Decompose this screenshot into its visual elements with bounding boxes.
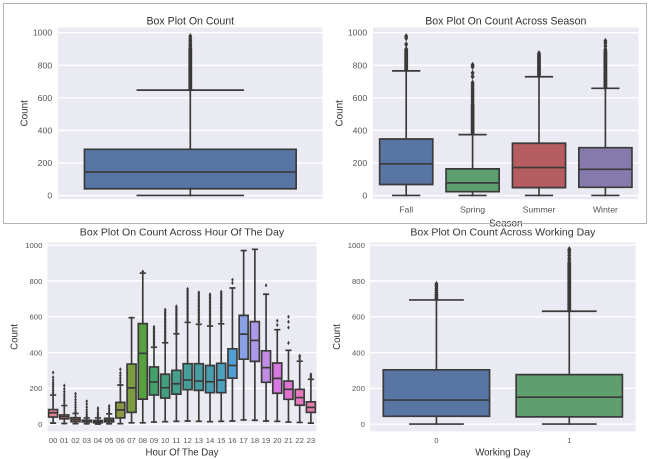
svg-text:400: 400	[352, 348, 365, 357]
svg-text:600: 600	[38, 93, 53, 103]
svg-text:00: 00	[49, 436, 58, 445]
svg-text:0: 0	[38, 420, 42, 429]
svg-text:01: 01	[60, 436, 69, 445]
svg-text:400: 400	[30, 348, 43, 357]
svg-text:Count: Count	[20, 100, 31, 127]
svg-text:10: 10	[161, 436, 170, 445]
svg-text:12: 12	[183, 436, 192, 445]
svg-text:20: 20	[273, 436, 282, 445]
svg-text:Winter: Winter	[593, 205, 618, 215]
svg-text:0: 0	[434, 436, 438, 445]
svg-text:200: 200	[38, 158, 53, 168]
svg-text:04: 04	[94, 436, 103, 445]
svg-text:600: 600	[30, 313, 43, 322]
svg-text:Working Day: Working Day	[475, 447, 530, 458]
svg-text:13: 13	[195, 436, 204, 445]
svg-text:Box Plot On Count Across Seaso: Box Plot On Count Across Season	[425, 16, 586, 28]
svg-text:06: 06	[116, 436, 125, 445]
svg-text:Box Plot On Count Across Worki: Box Plot On Count Across Working Day	[410, 227, 596, 239]
svg-text:400: 400	[353, 126, 368, 136]
svg-text:Box Plot On Count Across Hour: Box Plot On Count Across Hour Of The Day	[80, 227, 285, 239]
svg-text:11: 11	[172, 436, 180, 445]
svg-text:Hour Of The Day: Hour Of The Day	[145, 447, 218, 458]
svg-text:Season: Season	[489, 219, 522, 230]
svg-text:200: 200	[30, 384, 43, 393]
svg-text:16: 16	[228, 436, 237, 445]
svg-text:1000: 1000	[348, 28, 367, 38]
svg-text:200: 200	[353, 158, 368, 168]
svg-text:07: 07	[127, 436, 136, 445]
svg-text:600: 600	[353, 93, 368, 103]
svg-text:800: 800	[38, 60, 53, 70]
svg-text:0: 0	[47, 191, 52, 201]
svg-text:1000: 1000	[25, 241, 42, 250]
svg-text:400: 400	[38, 126, 53, 136]
svg-text:1: 1	[567, 436, 571, 445]
svg-text:Count: Count	[335, 100, 346, 127]
svg-text:800: 800	[352, 277, 365, 286]
svg-text:17: 17	[239, 436, 248, 445]
svg-text:18: 18	[251, 436, 260, 445]
svg-text:Count: Count	[332, 324, 343, 350]
svg-text:Summer: Summer	[523, 205, 556, 215]
svg-text:19: 19	[262, 436, 271, 445]
svg-text:1000: 1000	[348, 241, 365, 250]
svg-text:Count: Count	[10, 324, 21, 350]
svg-text:600: 600	[352, 313, 365, 322]
svg-text:09: 09	[150, 436, 159, 445]
svg-text:21: 21	[284, 436, 293, 445]
svg-text:03: 03	[82, 436, 91, 445]
svg-text:1000: 1000	[33, 28, 52, 38]
svg-text:23: 23	[307, 436, 316, 445]
svg-text:22: 22	[295, 436, 304, 445]
svg-text:05: 05	[105, 436, 114, 445]
svg-text:Box Plot On Count: Box Plot On Count	[146, 16, 234, 28]
svg-text:0: 0	[361, 420, 365, 429]
svg-text:200: 200	[352, 384, 365, 393]
svg-text:800: 800	[353, 60, 368, 70]
svg-text:02: 02	[71, 436, 80, 445]
svg-text:15: 15	[217, 436, 226, 445]
svg-text:Spring: Spring	[460, 205, 485, 215]
svg-text:08: 08	[138, 436, 147, 445]
svg-text:14: 14	[206, 436, 215, 445]
svg-text:Fall: Fall	[399, 205, 413, 215]
svg-text:0: 0	[362, 191, 367, 201]
svg-text:800: 800	[30, 277, 43, 286]
